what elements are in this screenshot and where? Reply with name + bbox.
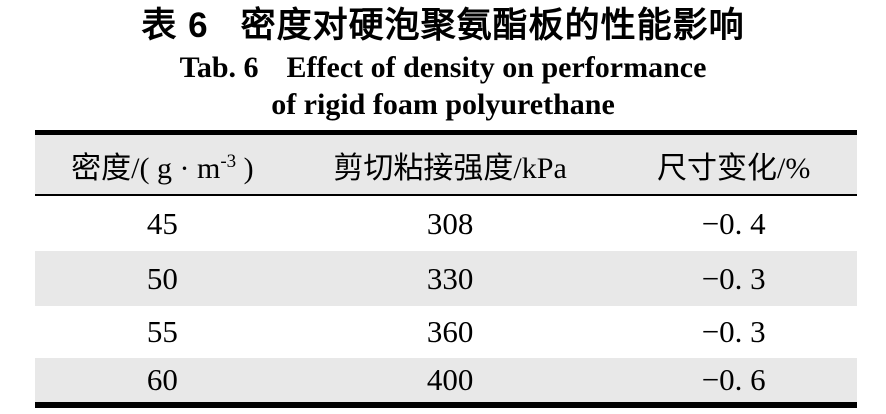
cell-shear-strength: 360 (426, 314, 474, 349)
cell-density: 55 (146, 314, 178, 349)
table-number-label-en: Tab. 6 (179, 51, 259, 84)
cell-dimension-change: −0. 3 (610, 251, 857, 306)
table-row: 50 330 −0. 3 (35, 251, 857, 306)
cell-dimension-change: −0. 3 (701, 314, 766, 349)
header-shear-strength: 剪切粘接强度/kPa (289, 132, 611, 196)
header-density-superscript: -3 (220, 150, 237, 172)
table-row: 45 308 −0. 4 (35, 195, 857, 251)
cell-shear-strength: 330 (289, 251, 611, 306)
table-title-zh-text: 密度对硬泡聚氨酯板的性能影响 (240, 6, 745, 45)
header-density-suffix: ) (236, 151, 254, 185)
table-row: 60 400 −0. 6 (35, 358, 857, 405)
table-title-english-line1: Tab. 6 Effect of density on performance (0, 49, 886, 86)
table-header-row: 密度/( g · m-3 ) 剪切粘接强度/kPa 尺寸变化/% (35, 132, 857, 196)
cell-density: 50 (35, 251, 290, 306)
table-title-english-line2: of rigid foam polyurethane (271, 88, 615, 121)
cell-shear-strength: 308 (426, 205, 474, 241)
cell-density: 45 (146, 205, 178, 241)
table-row: 55 360 −0. 3 (35, 306, 857, 358)
table-number-label-zh: 表 6 (141, 6, 209, 45)
table-title-chinese: 表 6 密度对硬泡聚氨酯板的性能影响 (0, 3, 886, 49)
cell-dimension-change: −0. 4 (701, 205, 766, 241)
cell-shear-strength: 400 (289, 358, 611, 405)
header-density: 密度/( g · m-3 ) (35, 132, 290, 196)
cell-dimension-change: −0. 6 (610, 358, 857, 405)
header-density-prefix: 密度/( g · m (71, 151, 221, 185)
cell-density: 60 (35, 358, 290, 405)
header-dimension-change: 尺寸变化/% (610, 132, 857, 196)
table-title-en-text: Effect of density on performance (286, 51, 707, 84)
data-table: 密度/( g · m-3 ) 剪切粘接强度/kPa 尺寸变化/% 45 308 … (35, 130, 857, 408)
